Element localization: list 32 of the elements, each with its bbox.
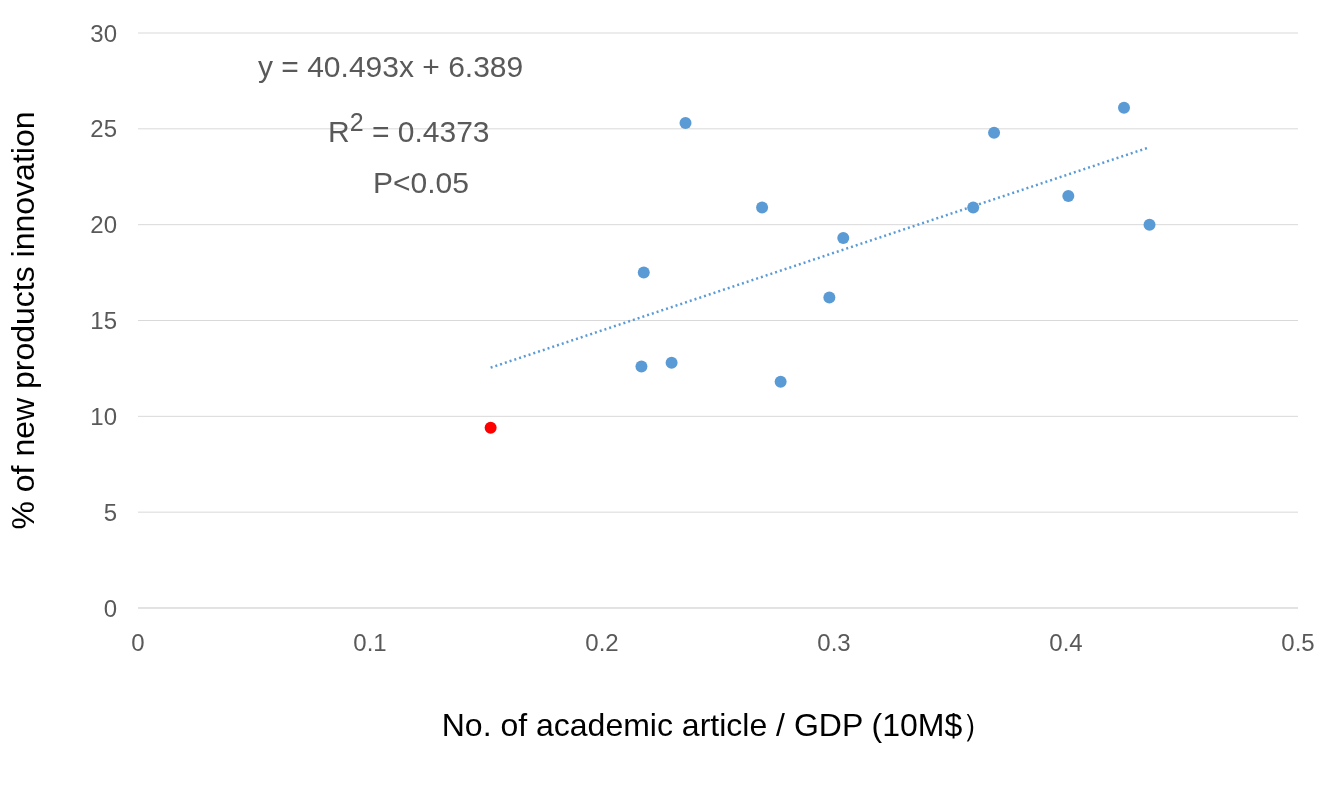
y-tick-label: 25	[90, 115, 117, 143]
y-tick-label: 10	[90, 402, 117, 430]
point	[774, 375, 787, 388]
point	[635, 360, 648, 373]
x-tick-label: 0.5	[1281, 629, 1315, 657]
x-axis-title: No. of academic article / GDP (10M$）	[441, 706, 995, 743]
x-tick-label: 0.4	[1049, 629, 1083, 657]
point	[637, 266, 650, 279]
y-tick-label: 30	[90, 19, 117, 47]
y-tick-label: 0	[103, 594, 117, 622]
point	[823, 291, 836, 304]
point	[988, 126, 1001, 139]
x-tick-label: 0.1	[353, 629, 387, 657]
y-tick-label: 20	[90, 211, 117, 239]
point	[679, 117, 692, 130]
annotation: y = 40.493x + 6.389	[258, 50, 524, 84]
point	[967, 201, 980, 214]
point	[1062, 189, 1075, 202]
x-tick-label: 0.2	[585, 629, 619, 657]
point	[484, 421, 497, 434]
x-tick-label: 0	[131, 629, 145, 657]
point	[1118, 101, 1130, 114]
y-tick-label: 5	[103, 498, 117, 526]
annotation: R$^{2}$ = 0.4373	[328, 108, 490, 149]
point	[756, 201, 769, 214]
y-axis-title: % of new products innovation	[5, 111, 42, 530]
y-tick-label: 15	[90, 307, 117, 335]
annotation: P<0.05	[373, 166, 469, 200]
point	[837, 232, 850, 245]
point	[665, 356, 678, 369]
point	[1143, 218, 1156, 231]
x-tick-label: 0.3	[817, 629, 851, 657]
